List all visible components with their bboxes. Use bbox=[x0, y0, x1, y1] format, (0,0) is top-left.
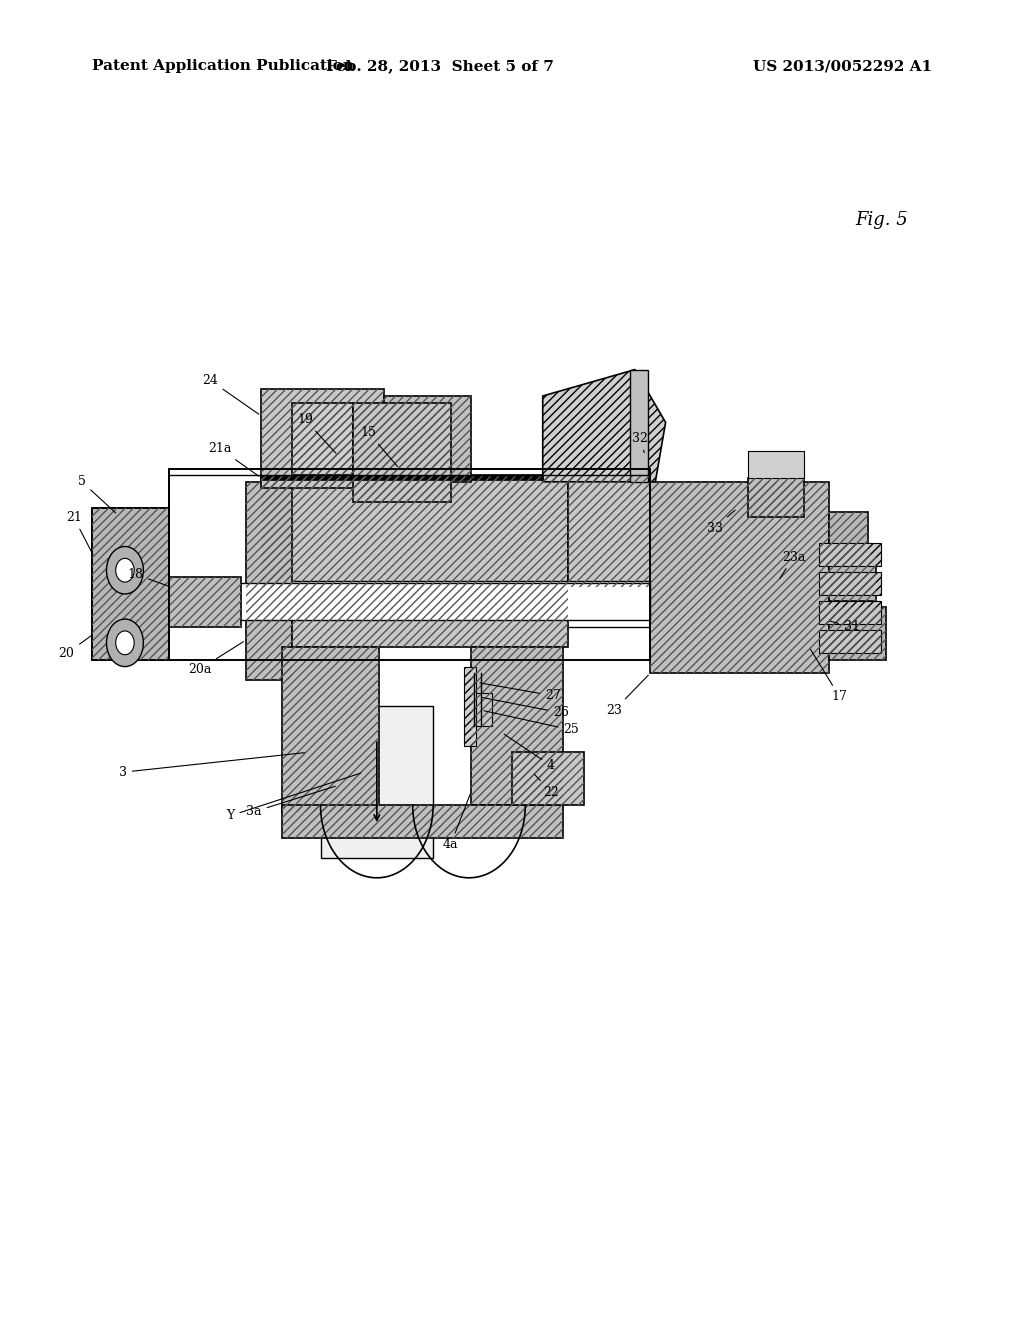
Bar bbox=[819, 543, 881, 566]
Bar bbox=[169, 583, 650, 620]
Circle shape bbox=[116, 631, 134, 655]
Text: 17: 17 bbox=[810, 649, 848, 704]
Bar bbox=[169, 577, 241, 627]
Bar bbox=[282, 805, 563, 838]
Text: 15: 15 bbox=[360, 426, 397, 466]
Bar bbox=[261, 581, 650, 627]
Bar bbox=[829, 554, 876, 601]
Bar bbox=[353, 403, 451, 502]
Bar bbox=[246, 482, 292, 680]
Bar bbox=[292, 403, 353, 475]
Bar bbox=[568, 475, 650, 587]
Text: Y: Y bbox=[226, 774, 360, 822]
Text: 20: 20 bbox=[58, 635, 92, 660]
Bar bbox=[512, 752, 584, 805]
Circle shape bbox=[106, 619, 143, 667]
Bar bbox=[829, 554, 876, 601]
Bar bbox=[92, 508, 169, 660]
Text: 21a: 21a bbox=[209, 442, 259, 477]
Text: 20a: 20a bbox=[188, 642, 244, 676]
Text: 4: 4 bbox=[504, 734, 555, 772]
Bar bbox=[512, 752, 584, 805]
Circle shape bbox=[106, 546, 143, 594]
Text: 3a: 3a bbox=[246, 787, 335, 818]
Bar bbox=[568, 475, 650, 587]
Text: 27: 27 bbox=[480, 682, 561, 702]
Bar bbox=[748, 478, 804, 517]
Text: Fig. 5: Fig. 5 bbox=[855, 211, 908, 230]
Bar bbox=[829, 512, 868, 554]
Text: Feb. 28, 2013  Sheet 5 of 7: Feb. 28, 2013 Sheet 5 of 7 bbox=[327, 59, 554, 74]
Bar bbox=[471, 647, 563, 805]
Bar bbox=[748, 451, 804, 478]
Text: 33: 33 bbox=[707, 510, 735, 535]
Bar bbox=[630, 370, 648, 482]
Text: 22: 22 bbox=[535, 775, 559, 799]
Bar bbox=[650, 482, 829, 673]
Text: 18: 18 bbox=[127, 568, 169, 586]
Bar bbox=[292, 587, 568, 647]
Text: 19: 19 bbox=[297, 413, 336, 453]
Text: 4a: 4a bbox=[442, 795, 470, 851]
Bar bbox=[384, 396, 471, 482]
Text: 31: 31 bbox=[830, 620, 860, 634]
Bar bbox=[261, 389, 384, 488]
Text: 5: 5 bbox=[78, 475, 116, 513]
Text: 26: 26 bbox=[482, 697, 569, 719]
Bar bbox=[261, 475, 543, 480]
Circle shape bbox=[116, 558, 134, 582]
Bar bbox=[819, 572, 881, 595]
Bar bbox=[464, 667, 476, 746]
Bar bbox=[819, 601, 881, 624]
Text: 24: 24 bbox=[202, 374, 259, 414]
Bar bbox=[261, 475, 568, 587]
Bar bbox=[748, 478, 804, 517]
Bar bbox=[246, 482, 292, 680]
Bar bbox=[92, 508, 169, 660]
Bar bbox=[292, 587, 568, 647]
Bar bbox=[819, 630, 881, 653]
Text: 23a: 23a bbox=[779, 550, 805, 578]
Text: 25: 25 bbox=[484, 710, 580, 737]
Bar bbox=[282, 805, 563, 838]
Bar bbox=[282, 647, 379, 812]
Text: 21: 21 bbox=[66, 511, 93, 554]
Bar bbox=[384, 396, 471, 482]
Text: 32: 32 bbox=[632, 432, 648, 453]
Bar bbox=[92, 508, 169, 660]
Bar bbox=[650, 482, 829, 673]
Bar bbox=[292, 403, 353, 475]
Text: 23: 23 bbox=[606, 676, 648, 717]
Bar bbox=[261, 389, 384, 488]
Bar bbox=[321, 706, 433, 858]
Bar bbox=[169, 577, 241, 627]
Bar bbox=[829, 607, 886, 660]
Text: US 2013/0052292 A1: US 2013/0052292 A1 bbox=[753, 59, 932, 74]
Bar bbox=[353, 403, 451, 502]
Text: 3: 3 bbox=[119, 752, 304, 779]
Bar bbox=[829, 512, 868, 554]
Polygon shape bbox=[543, 370, 666, 482]
Bar bbox=[169, 469, 650, 660]
Bar bbox=[476, 693, 492, 726]
Bar bbox=[829, 607, 886, 660]
Bar bbox=[471, 647, 563, 805]
Bar bbox=[282, 647, 379, 812]
Bar bbox=[261, 475, 568, 587]
Text: Patent Application Publication: Patent Application Publication bbox=[92, 59, 354, 74]
